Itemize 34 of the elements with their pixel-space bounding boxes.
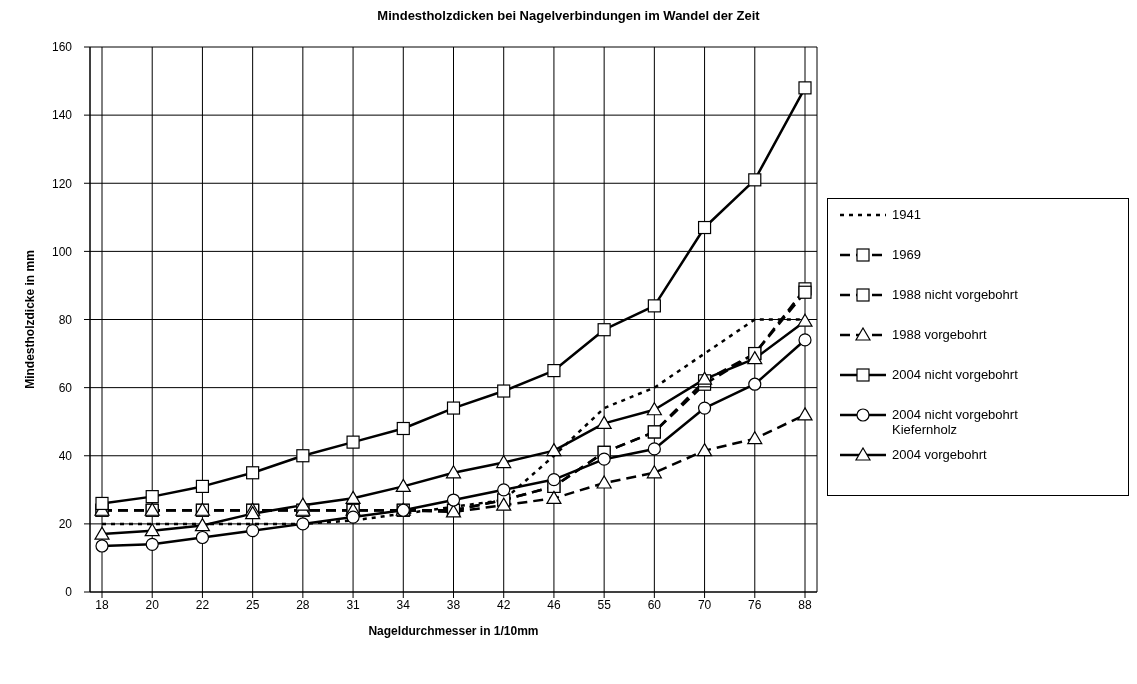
x-tick-label: 22 (195, 597, 210, 612)
x-axis-title: Nageldurchmesser in 1/10mm (368, 624, 539, 638)
x-tick-label: 20 (145, 597, 160, 612)
chart-title: Mindestholzdicken bei Nagelverbindungen im Wandel der Zeit (376, 8, 761, 23)
y-tick-label: 40 (58, 449, 73, 464)
legend-label: 2004 nicht vorgebohrt Kiefernholz (892, 407, 1019, 437)
y-tick-label: 80 (58, 312, 73, 327)
legend-label: 2004 vorgebohrt (892, 447, 987, 462)
x-tick-label: 60 (647, 597, 662, 612)
y-axis-title: Mindestholzdicke in mm (23, 250, 38, 389)
y-tick-label: 160 (51, 40, 73, 55)
y-tick-label: 0 (65, 585, 73, 600)
x-tick-label: 25 (245, 597, 260, 612)
y-tick-label: 100 (51, 244, 73, 259)
legend-label: 1969 (892, 247, 921, 262)
legend-label: 1988 nicht vorgebohrt (892, 287, 1018, 302)
x-tick-label: 28 (296, 597, 310, 612)
x-tick-label: 88 (798, 597, 812, 612)
legend-label: 1941 (892, 207, 921, 222)
y-tick-label: 120 (51, 176, 73, 191)
x-tick-label: 31 (346, 597, 361, 612)
legend-label: 2004 nicht vorgebohrt (892, 367, 1018, 382)
legend-label: 1988 vorgebohrt (892, 327, 987, 342)
x-tick-label: 42 (497, 597, 511, 612)
y-tick-label: 20 (58, 517, 73, 532)
x-tick-label: 34 (396, 597, 411, 612)
x-tick-label: 18 (95, 597, 109, 612)
y-tick-label: 60 (58, 380, 73, 395)
x-tick-label: 46 (547, 597, 561, 612)
x-tick-label: 55 (597, 597, 612, 612)
x-tick-label: 70 (697, 597, 712, 612)
y-tick-label: 140 (51, 108, 73, 123)
x-tick-label: 76 (748, 597, 762, 612)
x-tick-label: 38 (446, 597, 461, 612)
